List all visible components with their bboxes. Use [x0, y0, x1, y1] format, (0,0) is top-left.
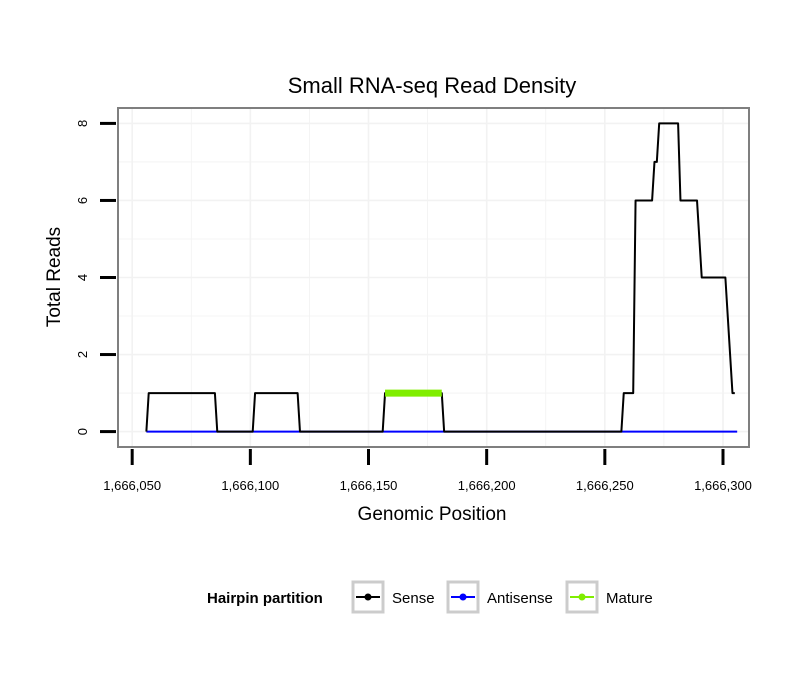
y-tick-label: 2 [75, 351, 90, 358]
x-axis: 1,666,050 1,666,100 1,666,150 1,666,200 1,66… [103, 449, 752, 493]
y-tick-label: 8 [75, 120, 90, 127]
x-axis-label: Genomic Position [358, 504, 507, 525]
legend-label-antisense: Antisense [487, 590, 553, 607]
legend-item-antisense: Antisense [446, 580, 553, 614]
x-tick-label: 1,666,100 [221, 478, 279, 493]
x-tick-label: 1,666,300 [694, 478, 752, 493]
plot-border [117, 107, 750, 448]
y-axis-label: Total Reads [44, 227, 65, 327]
legend-item-mature: Mature [565, 580, 653, 614]
x-tick-label: 1,666,150 [340, 478, 398, 493]
plot-area [117, 107, 750, 448]
y-tick-label: 0 [75, 428, 90, 435]
y-axis: 0 2 4 6 8 [75, 120, 116, 435]
x-tick-label: 1,666,050 [103, 478, 161, 493]
series-sense-line [145, 122, 735, 433]
legend-title: Hairpin partition [207, 590, 323, 607]
x-tick-label: 1,666,200 [458, 478, 516, 493]
legend-point-mature [578, 593, 586, 601]
legend-label-sense: Sense [392, 590, 435, 607]
legend-point-sense [364, 593, 372, 601]
x-tick-label: 1,666,250 [576, 478, 634, 493]
legend-label-mature: Mature [606, 590, 653, 607]
legend-item-sense: Sense [351, 580, 435, 614]
legend: Hairpin partition Sense Antisense Mature [207, 580, 653, 614]
legend-point-antisense [459, 593, 467, 601]
y-tick-label: 6 [75, 197, 90, 204]
chart-title: Small RNA-seq Read Density [288, 73, 577, 98]
y-tick-label: 4 [75, 274, 90, 281]
series-lines [145, 122, 738, 433]
